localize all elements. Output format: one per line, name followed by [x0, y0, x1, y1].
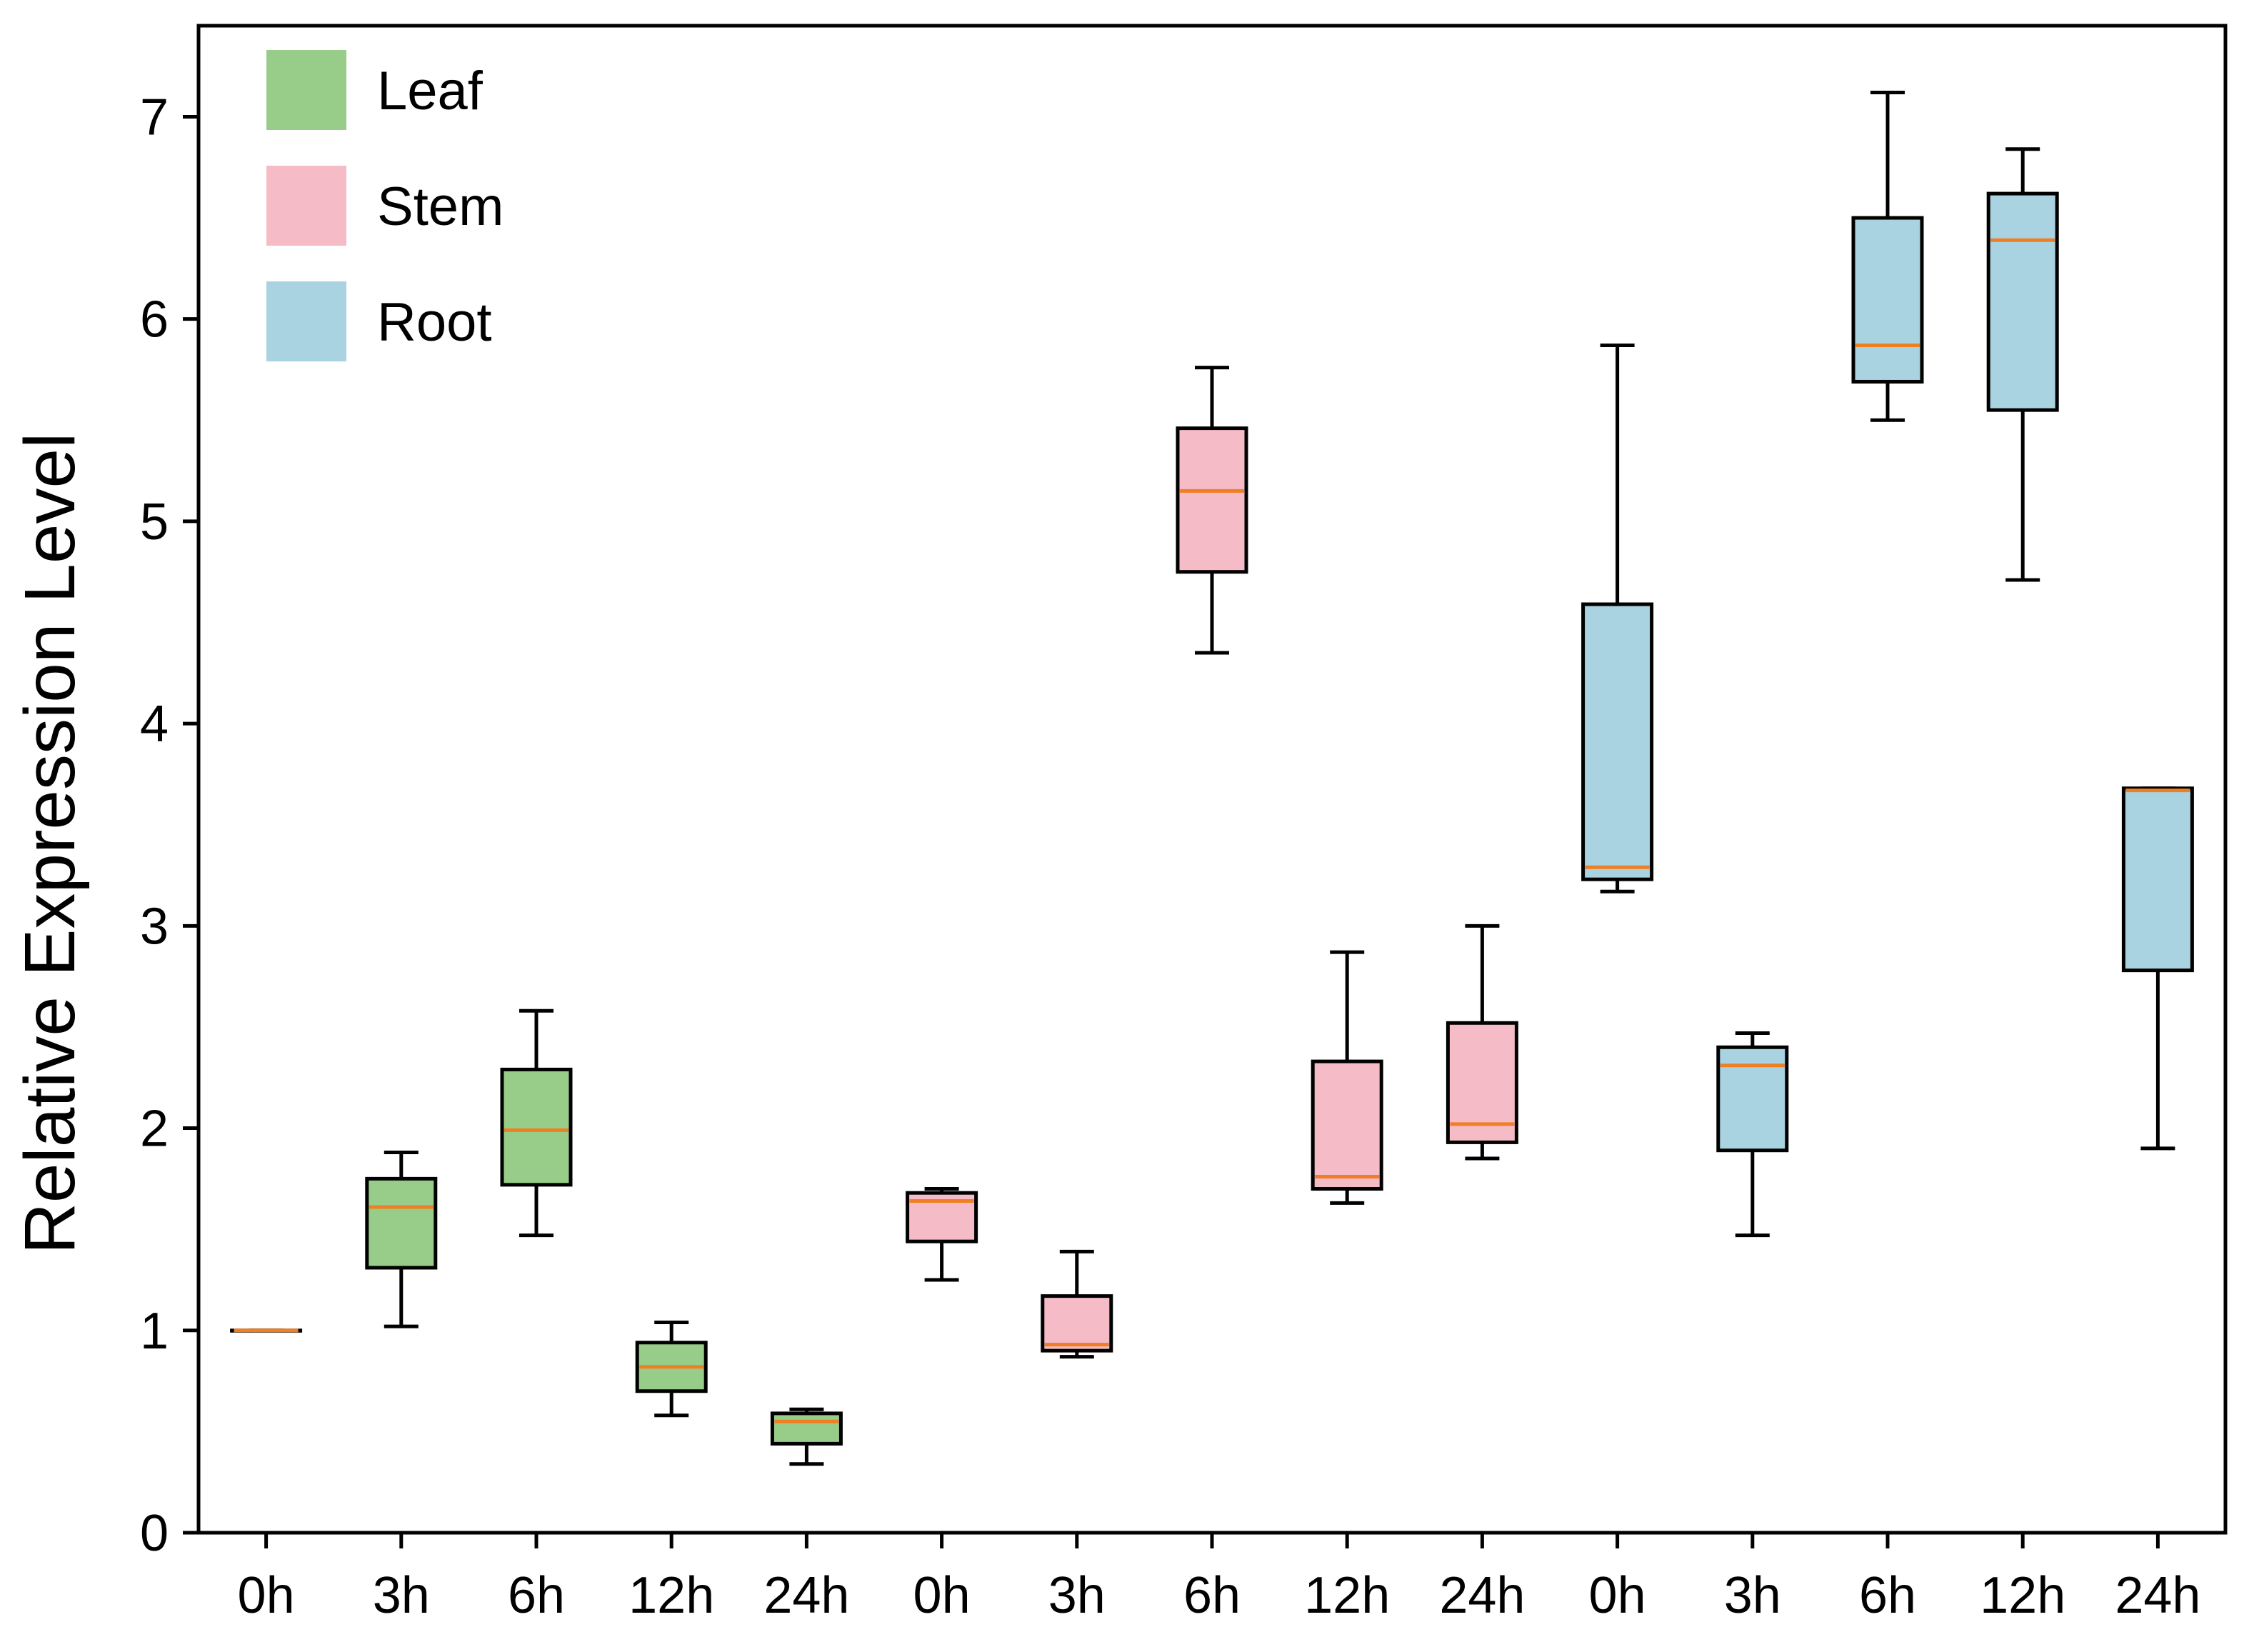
y-tick-label: 0 — [140, 1505, 169, 1562]
x-tick-label: 24h — [2115, 1567, 2200, 1624]
x-tick-label: 0h — [913, 1567, 971, 1624]
box-body — [500, 1067, 573, 1187]
box-stem-3h — [1041, 1249, 1113, 1359]
x-tick-label: 12h — [628, 1567, 714, 1624]
y-tick-label: 3 — [140, 898, 169, 955]
x-tick-label: 24h — [1439, 1567, 1525, 1624]
box-root-0h — [1581, 343, 1654, 893]
y-tick-label: 4 — [140, 696, 169, 753]
box-stem-6h — [1176, 366, 1248, 655]
legend-entry-root: Root — [266, 281, 492, 361]
legend-entry-stem: Stem — [266, 166, 504, 246]
box-leaf-24h — [770, 1407, 843, 1466]
box-body — [770, 1411, 843, 1446]
x-tick-label: 0h — [1589, 1567, 1646, 1624]
legend-label: Stem — [377, 176, 504, 237]
legend-swatch — [266, 50, 346, 130]
legend-entry-leaf: Leaf — [266, 50, 484, 130]
y-tick-label: 7 — [140, 89, 169, 146]
box-body — [1716, 1045, 1789, 1153]
box-stem-12h — [1311, 950, 1383, 1205]
box-body — [365, 1176, 438, 1270]
x-tick-label: 6h — [1859, 1567, 1916, 1624]
axis-ticks: 0 1 2 3 4 5 6 7 0h 3h 6h 12h 24h 0h 3h 6h 12h 24h 0h 3h 6h 12… — [140, 89, 2201, 1624]
box-root-24h — [2121, 786, 2194, 1151]
legend-swatch — [266, 166, 346, 246]
y-axis-title: Relative Expression Level — [10, 433, 90, 1255]
x-tick-label: 6h — [1183, 1567, 1241, 1624]
y-tick-label: 6 — [140, 291, 169, 349]
x-tick-label: 24h — [763, 1567, 849, 1624]
box-body — [2121, 786, 2194, 973]
box-stem-0h — [906, 1187, 978, 1282]
box-series — [230, 90, 2194, 1466]
box-root-3h — [1716, 1031, 1789, 1238]
box-root-12h — [1986, 147, 2059, 582]
legend-swatch — [266, 281, 346, 361]
x-tick-label: 3h — [1048, 1567, 1106, 1624]
box-body — [1581, 602, 1654, 881]
legend-label: Leaf — [377, 61, 484, 121]
y-tick-label: 2 — [140, 1101, 169, 1158]
plot-frame — [196, 24, 2228, 1535]
box-stem-24h — [1446, 923, 1518, 1161]
x-tick-label: 0h — [238, 1567, 295, 1624]
box-leaf-12h — [635, 1320, 708, 1418]
box-body — [1311, 1059, 1383, 1191]
x-tick-label: 12h — [1304, 1567, 1390, 1624]
x-tick-label: 3h — [1724, 1567, 1781, 1624]
box-leaf-3h — [365, 1151, 438, 1328]
y-tick-label: 5 — [140, 494, 169, 551]
x-tick-label: 12h — [1980, 1567, 2065, 1624]
x-tick-label: 6h — [508, 1567, 565, 1624]
box-root-6h — [1851, 90, 1924, 422]
box-leaf-6h — [500, 1008, 573, 1238]
box-body — [1986, 191, 2059, 412]
box-body — [1851, 216, 1924, 384]
plot-border — [196, 24, 2228, 1535]
legend-label: Root — [377, 292, 492, 353]
y-tick-label: 1 — [140, 1303, 169, 1360]
box-body — [1176, 426, 1248, 574]
x-tick-label: 3h — [373, 1567, 430, 1624]
legend: Leaf Stem Root — [266, 50, 504, 361]
box-body — [1041, 1294, 1113, 1353]
